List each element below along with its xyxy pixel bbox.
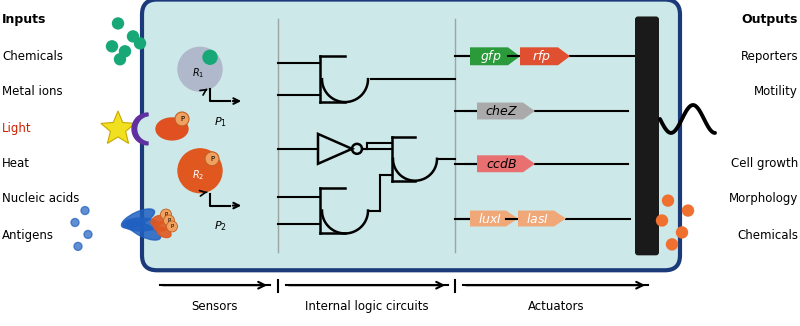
Text: Morphology: Morphology	[729, 192, 798, 205]
Text: Antigens: Antigens	[2, 229, 54, 242]
Text: $R_1$: $R_1$	[192, 66, 204, 80]
Text: $R_2$: $R_2$	[192, 168, 204, 182]
Text: $\it{rfp}$: $\it{rfp}$	[531, 48, 550, 65]
Ellipse shape	[157, 227, 171, 238]
Circle shape	[662, 195, 674, 206]
Text: Motility: Motility	[754, 85, 798, 97]
Text: P: P	[180, 116, 184, 122]
Text: Heat: Heat	[2, 157, 30, 170]
FancyBboxPatch shape	[142, 0, 680, 270]
FancyArrow shape	[518, 211, 566, 227]
Ellipse shape	[127, 221, 161, 240]
Circle shape	[134, 38, 146, 49]
Text: Reporters: Reporters	[740, 50, 798, 63]
Text: $\it{lasI}$: $\it{lasI}$	[526, 212, 550, 226]
Ellipse shape	[156, 118, 188, 140]
FancyArrow shape	[477, 155, 535, 172]
Wedge shape	[132, 113, 148, 145]
Circle shape	[163, 215, 174, 226]
Circle shape	[113, 18, 123, 29]
Polygon shape	[101, 111, 135, 143]
Text: Nucleic acids: Nucleic acids	[2, 192, 79, 205]
Ellipse shape	[123, 218, 159, 231]
FancyArrow shape	[470, 47, 520, 65]
Circle shape	[81, 207, 89, 215]
Text: Metal ions: Metal ions	[2, 85, 62, 97]
Circle shape	[175, 112, 189, 126]
Ellipse shape	[122, 209, 154, 228]
Text: Chemicals: Chemicals	[2, 50, 63, 63]
Circle shape	[74, 243, 82, 250]
Text: P: P	[170, 224, 174, 229]
Circle shape	[84, 230, 92, 238]
Circle shape	[178, 149, 222, 193]
Circle shape	[161, 209, 171, 220]
Text: Actuators: Actuators	[528, 300, 584, 313]
Text: Cell growth: Cell growth	[730, 157, 798, 170]
Circle shape	[71, 218, 79, 227]
Circle shape	[119, 46, 130, 57]
Text: P: P	[167, 218, 170, 223]
FancyArrow shape	[470, 211, 518, 227]
Ellipse shape	[154, 222, 169, 231]
Text: Light: Light	[2, 123, 32, 135]
Circle shape	[106, 41, 118, 52]
Circle shape	[677, 227, 687, 238]
Circle shape	[203, 50, 217, 64]
Circle shape	[666, 239, 678, 250]
Circle shape	[178, 47, 222, 91]
Circle shape	[127, 31, 138, 42]
Circle shape	[205, 152, 219, 166]
FancyArrow shape	[477, 103, 535, 120]
FancyArrow shape	[520, 47, 570, 65]
Text: $P_1$: $P_1$	[214, 115, 226, 129]
Text: Sensors: Sensors	[192, 300, 238, 313]
Ellipse shape	[151, 215, 165, 226]
Circle shape	[114, 54, 126, 65]
Text: Internal logic circuits: Internal logic circuits	[305, 300, 429, 313]
FancyBboxPatch shape	[635, 17, 659, 255]
Text: $\it{gfp}$: $\it{gfp}$	[480, 48, 502, 65]
Text: Outputs: Outputs	[742, 13, 798, 26]
Text: Chemicals: Chemicals	[737, 229, 798, 242]
Circle shape	[682, 205, 694, 216]
Text: Inputs: Inputs	[2, 13, 46, 26]
Circle shape	[138, 117, 162, 141]
Text: P: P	[210, 156, 214, 162]
Circle shape	[166, 221, 178, 232]
Circle shape	[657, 215, 667, 226]
Text: P: P	[164, 212, 168, 217]
Text: $\it{ccdB}$: $\it{ccdB}$	[486, 157, 518, 171]
Text: $\it{cheZ}$: $\it{cheZ}$	[486, 104, 518, 118]
Text: $\it{luxI}$: $\it{luxI}$	[478, 212, 502, 226]
Text: $P_2$: $P_2$	[214, 219, 226, 233]
